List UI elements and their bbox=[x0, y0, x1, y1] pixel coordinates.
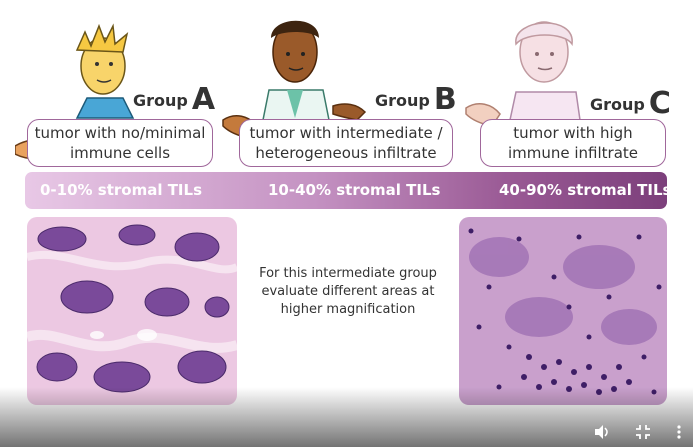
til-range-c: 40-90% stromal TILs bbox=[499, 181, 672, 199]
til-range-b: 10-40% stromal TILs bbox=[268, 181, 441, 199]
group-letter: A bbox=[191, 82, 216, 117]
group-word: Group bbox=[133, 91, 188, 110]
bubble-line: tumor with intermediate / bbox=[249, 124, 443, 142]
bubble-line: tumor with no/minimal bbox=[34, 124, 206, 142]
group-b-description: tumor with intermediate / heterogeneous … bbox=[239, 119, 453, 167]
group-a-label: Group A bbox=[133, 82, 215, 117]
group-word: Group bbox=[375, 91, 430, 110]
histology-image-high-til bbox=[459, 217, 667, 405]
note-line: evaluate different areas at bbox=[261, 284, 435, 299]
group-word: Group bbox=[590, 95, 645, 114]
note-line: higher magnification bbox=[280, 302, 416, 317]
bubble-line: immune infiltrate bbox=[507, 144, 639, 162]
volume-icon[interactable] bbox=[595, 425, 611, 443]
histology-image-low-til bbox=[27, 217, 237, 405]
bubble-line: heterogeneous infiltrate bbox=[255, 144, 437, 162]
exit-fullscreen-icon[interactable] bbox=[636, 425, 650, 443]
group-c-label: Group C bbox=[590, 86, 671, 121]
intermediate-group-note: For this intermediate group evaluate dif… bbox=[238, 265, 458, 319]
stromal-til-bar bbox=[25, 172, 667, 209]
group-c-description: tumor with high immune infiltrate bbox=[480, 119, 666, 167]
character-a bbox=[15, 18, 215, 168]
bubble-line: tumor with high bbox=[513, 124, 633, 142]
group-letter: C bbox=[648, 86, 671, 121]
character-c bbox=[462, 8, 642, 178]
more-vertical-icon[interactable] bbox=[677, 425, 681, 443]
til-range-a: 0-10% stromal TILs bbox=[40, 181, 203, 199]
group-letter: B bbox=[433, 82, 457, 117]
bubble-line: immune cells bbox=[69, 144, 171, 162]
note-line: For this intermediate group bbox=[259, 266, 437, 281]
group-a-description: tumor with no/minimal immune cells bbox=[27, 119, 213, 167]
group-b-label: Group B bbox=[375, 82, 457, 117]
video-controls-bar bbox=[0, 387, 693, 447]
